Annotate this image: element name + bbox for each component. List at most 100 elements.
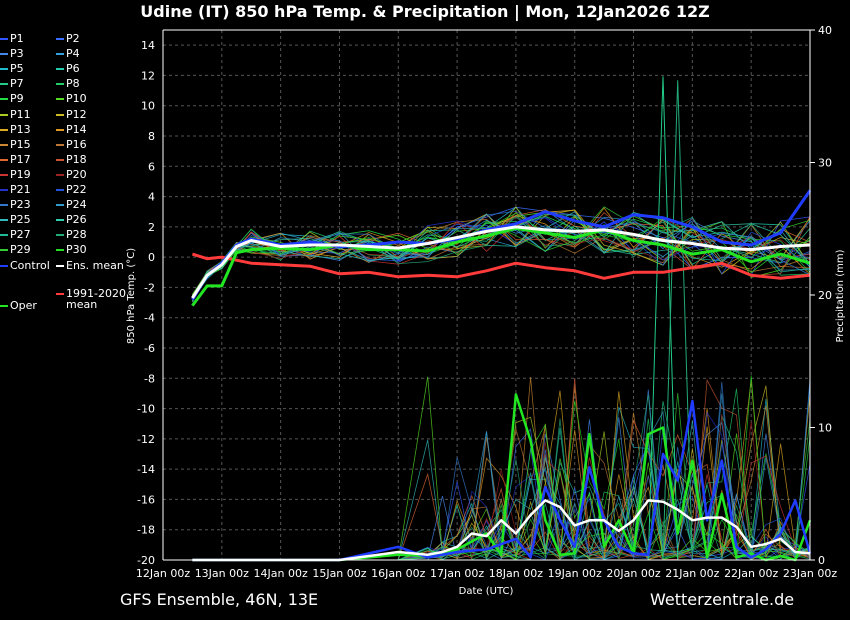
- y-tick-label: -6: [144, 342, 155, 355]
- legend-label: P12: [66, 107, 87, 121]
- y-tick-label: -4: [144, 312, 155, 325]
- legend-item: P28: [56, 228, 87, 241]
- precip-spike-line: [662, 80, 693, 561]
- legend-item: P9: [0, 92, 24, 105]
- ens-mean-line: [191, 225, 811, 299]
- legend-label: P6: [66, 62, 80, 76]
- legend-label: P29: [10, 243, 31, 257]
- legend-item: P14: [56, 123, 87, 136]
- main-series: [191, 189, 812, 562]
- legend-label: P7: [10, 77, 24, 91]
- legend-swatch: [56, 234, 64, 237]
- legend-swatch: [56, 68, 64, 71]
- legend-swatch: [0, 189, 8, 191]
- legend-label-line2: mean: [66, 298, 98, 311]
- y2-tick-label: 20: [818, 289, 832, 302]
- legend-label: P20: [66, 167, 87, 181]
- member-temp-line: [192, 210, 811, 300]
- y-tick-label: -20: [137, 554, 155, 567]
- legend-label: 1991-2020: [66, 287, 126, 300]
- legend-swatch: [56, 113, 64, 116]
- legend-label: P15: [10, 137, 31, 151]
- y-axis-label: 850 hPa Temp. (°C): [126, 248, 137, 344]
- legend-item: P7: [0, 77, 24, 90]
- legend-label: P3: [10, 47, 24, 61]
- y2-axis-label: Precipitation (mm): [835, 249, 846, 342]
- x-tick-label: 13Jan 00z: [195, 567, 249, 580]
- legend-label: P11: [10, 107, 31, 121]
- legend-swatch: [56, 53, 64, 56]
- legend-label: P24: [66, 198, 87, 212]
- legend-swatch: [56, 143, 64, 146]
- legend-label: Ens. mean: [66, 259, 124, 272]
- chart-title: Udine (IT) 850 hPa Temp. & Precipitation…: [140, 2, 710, 21]
- legend-swatch: [56, 173, 64, 176]
- oper-line: [191, 226, 811, 307]
- legend-label: P21: [10, 183, 31, 196]
- legend-swatch: [0, 128, 8, 131]
- y-tick-label: -16: [137, 493, 155, 506]
- legend-swatch: [0, 158, 8, 161]
- y-tick-label: -2: [144, 281, 155, 294]
- legend-swatch: [56, 265, 64, 267]
- legend-item: P22: [56, 183, 87, 196]
- y-tick-label: -18: [137, 524, 155, 537]
- member-precip-line: [192, 385, 811, 561]
- legend-swatch: [56, 204, 64, 207]
- legend-swatch: [56, 158, 64, 161]
- legend-swatch: [0, 305, 8, 307]
- legend-item: P30: [56, 243, 87, 256]
- legend-label: P2: [66, 32, 80, 45]
- y-tick-label: 14: [141, 39, 155, 52]
- legend-swatch: [0, 234, 8, 237]
- y-tick-label: 8: [148, 130, 155, 143]
- y-tick-label: -12: [137, 433, 155, 446]
- 1991-2020-mean-line: [191, 252, 811, 280]
- legend-item: P27: [0, 228, 31, 241]
- legend-item: P29: [0, 243, 31, 256]
- x-tick-label: 16Jan 00z: [371, 567, 425, 580]
- axes: -20-18-16-14-12-10-8-6-4-202468101214010…: [136, 24, 837, 580]
- legend-item: P24: [56, 198, 87, 211]
- member-temp-line: [192, 211, 811, 299]
- legend-item: P23: [0, 198, 31, 211]
- legend-label: P5: [10, 62, 24, 76]
- control-precip-line: [192, 399, 812, 562]
- legend-swatch: [0, 98, 8, 101]
- legend-item: P16: [56, 138, 87, 151]
- legend-swatch: [56, 249, 64, 252]
- legend-swatch: [56, 293, 64, 295]
- legend-item: P4: [56, 47, 80, 60]
- member-temp-line: [192, 211, 811, 302]
- legend-label: P14: [66, 122, 87, 136]
- legend-swatch: [0, 265, 8, 267]
- legend-item: P1: [0, 32, 24, 45]
- legend-swatch: [56, 83, 64, 86]
- legend-item: P3: [0, 47, 24, 60]
- legend-label: P4: [66, 47, 80, 61]
- y-tick-label: 12: [141, 69, 155, 82]
- legend-swatch: [56, 38, 64, 40]
- legend-label: P1: [10, 32, 24, 45]
- legend-item: P15: [0, 138, 31, 151]
- model-info: GFS Ensemble, 46N, 13E: [120, 590, 319, 609]
- x-tick-label: 21Jan 00z: [665, 567, 719, 580]
- legend-swatch: [0, 249, 8, 252]
- legend-item: P20: [56, 168, 87, 181]
- legend-swatch: [56, 98, 64, 101]
- legend-label: P17: [10, 152, 31, 166]
- legend-label: P28: [66, 228, 87, 242]
- legend-label: P19: [10, 167, 31, 181]
- y-tick-label: -8: [144, 372, 155, 385]
- legend-item: Control: [0, 259, 50, 272]
- legend-swatch: [0, 68, 8, 71]
- y-tick-label: -10: [137, 403, 155, 416]
- x-tick-label: 22Jan 00z: [724, 567, 778, 580]
- legend-label: Control: [10, 259, 50, 272]
- legend-item: P10: [56, 92, 87, 105]
- y2-tick-label: 10: [818, 422, 832, 435]
- legend-swatch: [0, 173, 8, 176]
- y2-tick-label: 0: [818, 554, 825, 567]
- legend-swatch: [0, 219, 8, 222]
